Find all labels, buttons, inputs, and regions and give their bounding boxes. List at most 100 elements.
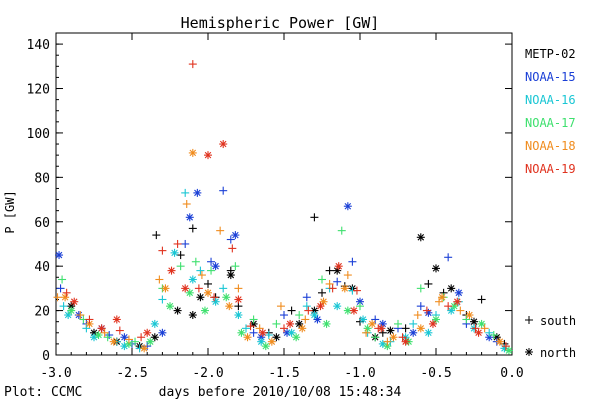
series-legend: METP-02 NOAA-15 NOAA-16 NOAA-17 NOAA-18 NOAA-… — [525, 47, 576, 176]
south-point — [158, 295, 167, 304]
y-tick-label: 60 — [34, 216, 50, 231]
north-point — [292, 333, 301, 342]
south-point — [58, 275, 67, 284]
south-legend-label: south — [540, 314, 576, 328]
north-point — [267, 337, 276, 346]
south-point — [85, 315, 94, 324]
south-point — [435, 297, 444, 306]
y-tick-label: 140 — [27, 38, 50, 53]
north-point — [295, 319, 304, 328]
south-point — [362, 328, 371, 337]
south-point — [228, 244, 237, 253]
north-point — [368, 319, 377, 328]
y-axis-ticks: 0 20 40 60 80 100 120 140 — [27, 32, 512, 364]
south-point — [194, 284, 203, 293]
x-tick-label: -2.5 — [116, 366, 147, 381]
south-point — [100, 328, 109, 337]
north-point — [333, 266, 342, 275]
north-point — [377, 324, 386, 333]
south-point — [295, 311, 304, 320]
x-axis-ticks: -3.0 -2.5 -2.0 -1.5 -1.0 -0.5 0.0 — [40, 33, 524, 381]
south-point — [105, 331, 114, 340]
south-point — [188, 224, 197, 233]
north-point — [170, 248, 179, 257]
north-point — [94, 331, 103, 340]
north-point — [226, 271, 235, 280]
north-point — [222, 293, 231, 302]
y-tick-label: 40 — [34, 260, 50, 275]
north-point — [120, 333, 129, 342]
south-point — [207, 257, 216, 266]
south-point — [444, 253, 453, 262]
south-point — [424, 279, 433, 288]
south-point — [246, 322, 255, 331]
south-point — [383, 337, 392, 346]
north-point — [322, 319, 331, 328]
south-point — [302, 302, 311, 311]
south-point — [219, 284, 228, 293]
north-point — [61, 293, 70, 302]
north-point — [447, 306, 456, 315]
south-point — [422, 306, 431, 315]
south-point — [371, 315, 380, 324]
north-point — [150, 319, 159, 328]
north-point — [349, 306, 358, 315]
north-point — [70, 297, 79, 306]
north-point — [237, 328, 246, 337]
south-point — [124, 335, 133, 344]
south-point — [255, 324, 264, 333]
south-point — [82, 324, 91, 333]
south-point — [131, 337, 140, 346]
south-point — [276, 302, 285, 311]
north-point — [477, 319, 486, 328]
north-point — [424, 308, 433, 317]
south-point — [477, 295, 486, 304]
south-point — [210, 293, 219, 302]
south-point — [310, 213, 319, 222]
north-point — [143, 328, 152, 337]
x-tick-label: 0.0 — [500, 366, 523, 381]
south-point — [242, 324, 250, 333]
north-point — [188, 275, 197, 284]
legend-entry: NOAA-18 — [525, 139, 576, 153]
south-point — [155, 275, 164, 284]
south-point — [182, 199, 191, 208]
south-point — [409, 319, 418, 328]
legend-entry: METP-02 — [525, 47, 576, 61]
north-point — [343, 306, 352, 315]
north-point — [424, 328, 433, 337]
north-point — [454, 288, 463, 297]
south-point — [207, 266, 216, 275]
data-points — [53, 60, 513, 355]
north-point — [465, 311, 474, 320]
hemisphere-legend: south north — [525, 314, 576, 360]
north-point — [64, 311, 73, 320]
north-point — [225, 302, 234, 311]
south-point — [343, 271, 352, 280]
south-point — [318, 288, 326, 297]
south-point — [337, 226, 346, 235]
south-point — [59, 302, 68, 311]
legend-entry: NOAA-15 — [525, 70, 576, 84]
south-point — [181, 188, 190, 197]
south-point — [196, 266, 205, 275]
north-point — [140, 344, 149, 353]
south-point — [219, 186, 228, 195]
south-point — [53, 293, 62, 302]
south-point — [371, 333, 380, 342]
south-point — [325, 266, 334, 275]
north-point — [401, 337, 410, 346]
plot-frame — [55, 32, 513, 356]
south-point — [301, 315, 310, 324]
north-point — [181, 284, 190, 293]
south-point — [280, 311, 288, 320]
north-point — [167, 266, 176, 275]
south-point — [416, 284, 425, 293]
south-point — [137, 333, 146, 342]
legend-entry: NOAA-16 — [525, 93, 576, 107]
x-tick-label: -0.5 — [420, 366, 451, 381]
north-legend-label: north — [540, 346, 576, 360]
south-point — [471, 324, 480, 333]
south-point — [181, 239, 190, 248]
